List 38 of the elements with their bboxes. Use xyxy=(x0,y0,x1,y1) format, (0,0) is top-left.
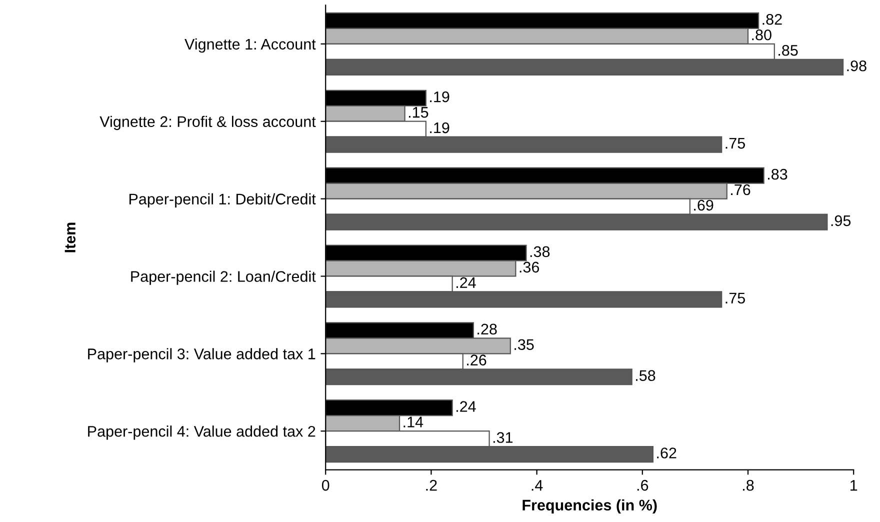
data-label: .62 xyxy=(657,448,676,458)
y-tick-label: Paper-pencil 1: Debit/Credit xyxy=(129,193,316,208)
x-tick-label: .6 xyxy=(637,480,648,491)
data-label: .35 xyxy=(514,339,534,350)
data-label: .58 xyxy=(636,370,656,381)
data-label: .75 xyxy=(726,292,745,304)
x-axis-title: Frequencies (in %) xyxy=(522,499,657,514)
y-tick-label: Paper-pencil 3: Value added tax 1 xyxy=(88,348,316,362)
data-label: .95 xyxy=(831,215,851,226)
y-tick-label: Paper-pencil 2: Loan/Credit xyxy=(131,270,316,285)
data-label: .82 xyxy=(762,14,782,25)
y-axis-title: Item xyxy=(64,222,76,252)
data-label: .24 xyxy=(456,401,476,412)
data-label: .19 xyxy=(430,91,450,102)
y-tick-label: Vignette 2: Profit & loss account xyxy=(100,116,316,130)
x-tick-label: .2 xyxy=(426,480,437,491)
data-label: .80 xyxy=(752,29,772,40)
x-tick-label: 1 xyxy=(850,480,858,491)
data-label: .24 xyxy=(456,277,476,288)
data-label: .75 xyxy=(726,138,745,149)
data-label: .98 xyxy=(847,60,866,72)
data-label: .26 xyxy=(467,354,486,366)
x-tick-label: .8 xyxy=(743,480,754,491)
data-label: .15 xyxy=(408,107,428,118)
data-label: .85 xyxy=(778,44,798,56)
data-label: .36 xyxy=(520,262,540,273)
data-label: .38 xyxy=(530,246,550,258)
data-label: .19 xyxy=(430,122,450,134)
y-tick-label: Vignette 1: Account xyxy=(184,38,316,53)
x-tick-label: .4 xyxy=(532,480,543,491)
data-label: .14 xyxy=(404,416,424,428)
x-tick-label: 0 xyxy=(322,480,330,491)
data-label: .28 xyxy=(478,324,497,335)
data-label: .31 xyxy=(493,432,513,443)
data-label: .69 xyxy=(694,200,714,211)
data-label: .76 xyxy=(731,184,750,196)
data-label: .83 xyxy=(768,168,788,180)
y-tick-label: Paper-pencil 4: Value added tax 2 xyxy=(88,426,316,440)
